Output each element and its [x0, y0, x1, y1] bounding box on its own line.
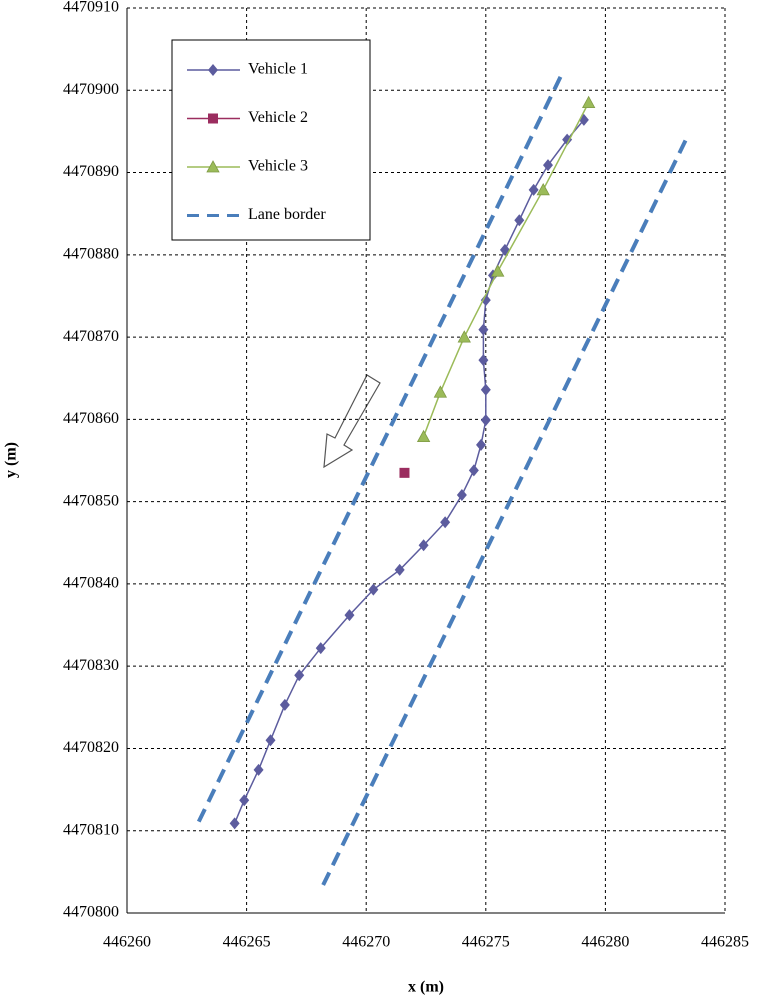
point	[399, 467, 410, 478]
point	[344, 609, 355, 622]
y-tick-label: 4470870	[63, 328, 119, 345]
point	[480, 414, 491, 427]
point	[476, 438, 487, 451]
point	[440, 516, 451, 529]
point	[480, 294, 491, 307]
legend: Vehicle 1 Vehicle 2 Vehicle 3 Lane border	[171, 39, 371, 241]
point	[294, 669, 305, 682]
point	[368, 583, 379, 596]
point	[562, 133, 573, 146]
lane-border	[196, 72, 689, 886]
x-tick-label: 446275	[462, 934, 510, 951]
point	[478, 323, 489, 336]
y-tick-label: 4470890	[63, 163, 119, 180]
y-tick-label: 4470820	[63, 739, 119, 756]
point	[229, 817, 240, 830]
x-tick-label: 446285	[701, 934, 749, 951]
point	[468, 464, 479, 477]
x-axis-title: x (m)	[408, 979, 444, 996]
y-axis-title: y (m)	[3, 442, 20, 478]
y-tick-label: 4470900	[63, 81, 119, 98]
point	[265, 734, 276, 747]
point	[536, 182, 550, 196]
y-tick-label: 4470850	[63, 492, 119, 509]
point	[433, 385, 448, 398]
point	[491, 264, 505, 277]
legend-box	[171, 39, 371, 241]
y-tick-label: 4470810	[63, 821, 119, 838]
trajectory	[422, 102, 590, 437]
point	[514, 214, 525, 227]
point	[239, 794, 250, 807]
point	[542, 159, 553, 172]
point	[416, 429, 431, 443]
point	[253, 763, 264, 776]
point	[528, 183, 539, 196]
y-tick-label: 4470910	[63, 0, 119, 16]
x-tick-label: 446260	[103, 934, 151, 951]
point	[456, 489, 467, 502]
point	[315, 642, 326, 655]
x-tick-label: 446265	[223, 934, 271, 951]
point	[581, 95, 596, 109]
point	[478, 354, 489, 367]
legend-label: Vehicle 3	[248, 158, 308, 175]
point	[208, 113, 218, 124]
y-tick-label: 4470860	[63, 410, 119, 427]
y-tick-label: 4470840	[63, 575, 119, 592]
y-tick-label: 4470880	[63, 245, 119, 262]
direction-arrow	[323, 374, 381, 469]
point	[206, 160, 220, 173]
legend-label: Lane border	[248, 206, 326, 223]
point	[394, 563, 405, 576]
point	[279, 698, 290, 711]
point	[480, 383, 491, 396]
point	[418, 539, 429, 552]
point	[208, 64, 218, 76]
x-tick-label: 446270	[342, 934, 390, 951]
x-tick-label: 446280	[581, 934, 629, 951]
legend-label: Vehicle 1	[248, 61, 308, 78]
y-tick-label: 4470800	[63, 904, 119, 921]
point	[457, 330, 471, 343]
point	[499, 243, 510, 256]
y-tick-label: 4470830	[63, 657, 119, 674]
legend-label: Vehicle 2	[248, 109, 308, 126]
